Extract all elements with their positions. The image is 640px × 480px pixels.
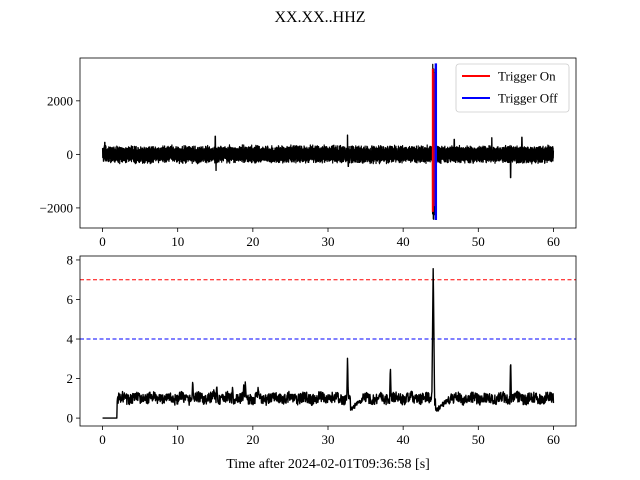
- characteristic-y-tick-label: 4: [67, 332, 74, 347]
- legend-entry-label: Trigger On: [498, 69, 556, 84]
- characteristic-x-axis: 0 10 20 30 40 50 60: [99, 426, 560, 447]
- characteristic-plot-area: [80, 268, 576, 419]
- waveform-y-axis: −2000 0 2000: [40, 93, 80, 215]
- waveform-y-tick-label: −2000: [40, 200, 73, 215]
- characteristic-y-tick-label: 0: [67, 411, 74, 426]
- waveform-x-tick-label: 40: [397, 234, 410, 249]
- waveform-legend: Trigger On Trigger Off: [455, 63, 570, 113]
- characteristic-x-tick-label: 60: [547, 432, 560, 447]
- waveform-plot-area: [101, 63, 555, 220]
- characteristic-x-tick-label: 20: [246, 432, 259, 447]
- waveform-x-tick-label: 60: [547, 234, 560, 249]
- waveform-x-tick-label: 30: [322, 234, 335, 249]
- characteristic-x-tick-label: 40: [397, 432, 410, 447]
- characteristic-y-tick-label: 2: [67, 371, 74, 386]
- characteristic-series-line: [102, 268, 555, 419]
- figure-title: XX.XX..HHZ: [274, 9, 365, 26]
- waveform-x-axis: 0 10 20 30 40 50 60: [99, 228, 560, 249]
- legend-entry-label: Trigger Off: [498, 91, 558, 106]
- waveform-x-tick-label: 0: [99, 234, 106, 249]
- characteristic-x-tick-label: 10: [171, 432, 184, 447]
- characteristic-x-tick-label: 50: [472, 432, 485, 447]
- characteristic-panel: 0 10 20 30 40 50 60 0 2 4 6 8 Time after 2024-02-0…: [67, 252, 577, 472]
- characteristic-y-tick-label: 8: [67, 252, 74, 267]
- characteristic-y-axis: 0 2 4 6 8: [67, 252, 80, 426]
- characteristic-y-tick-label: 6: [67, 292, 74, 307]
- waveform-x-tick-label: 20: [246, 234, 259, 249]
- waveform-x-tick-label: 10: [171, 234, 184, 249]
- waveform-series-line: [101, 63, 555, 220]
- waveform-y-tick-label: 0: [67, 147, 74, 162]
- waveform-x-tick-label: 50: [472, 234, 485, 249]
- waveform-y-tick-label: 2000: [47, 93, 73, 108]
- x-axis-label: Time after 2024-02-01T09:36:58 [s]: [226, 457, 430, 472]
- characteristic-x-tick-label: 30: [322, 432, 335, 447]
- characteristic-x-tick-label: 0: [99, 432, 106, 447]
